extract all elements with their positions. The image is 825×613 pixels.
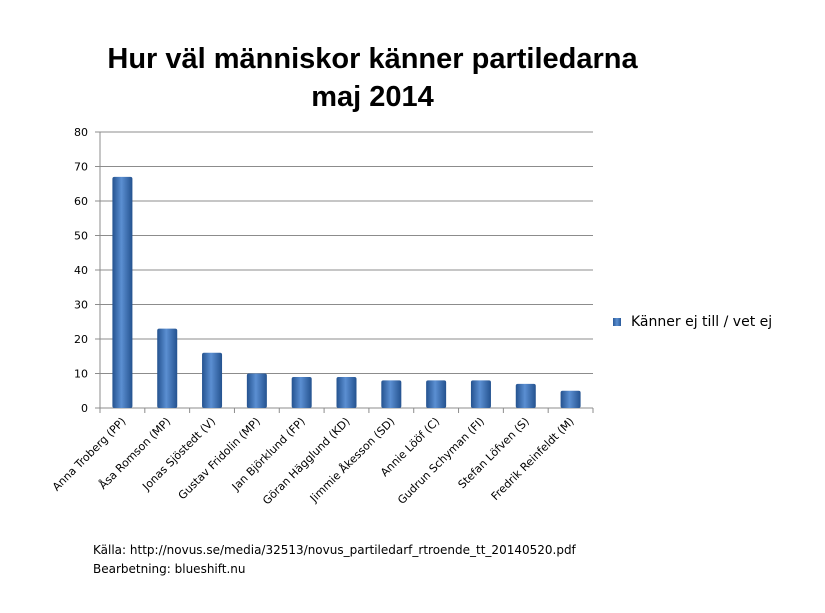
bar <box>336 376 357 408</box>
title-line-2: maj 2014 <box>311 81 434 113</box>
y-tick-label: 40 <box>74 264 88 277</box>
bar <box>246 373 267 408</box>
y-tick-label: 50 <box>74 230 88 243</box>
y-tick-label: 10 <box>74 368 88 381</box>
processing-text: Bearbetning: blueshift.nu <box>93 562 246 576</box>
chart-title: Hur väl människor känner partiledarna ma… <box>0 40 745 116</box>
y-tick-label: 20 <box>74 333 88 346</box>
legend: Känner ej till / vet ej <box>613 314 772 330</box>
y-tick-label: 80 <box>74 126 88 139</box>
bar <box>381 380 402 408</box>
legend-label: Känner ej till / vet ej <box>631 314 773 330</box>
title-line-1: Hur väl människor känner partiledarna <box>107 43 638 75</box>
bar <box>291 376 312 408</box>
y-tick-label: 0 <box>81 402 88 415</box>
x-tick-label: Gudrun Schyman (FI) <box>395 415 487 507</box>
bar <box>515 383 536 408</box>
y-tick-label: 70 <box>74 161 88 174</box>
x-tick-label: Gustav Fridolin (MP) <box>176 415 263 502</box>
x-tick-label: Jimmie Åkesson (SD) <box>307 415 398 506</box>
bar <box>157 328 178 408</box>
x-tick-label: Göran Hägglund (KD) <box>260 415 352 507</box>
bar <box>470 380 491 408</box>
legend-swatch <box>613 318 621 326</box>
bar <box>426 380 447 408</box>
y-tick-label: 30 <box>74 299 88 312</box>
x-tick-label: Anna Troberg (PP) <box>50 415 129 494</box>
bar <box>560 390 581 408</box>
bar <box>202 352 223 408</box>
x-tick-label: Fredrik Reinfeldt (M) <box>489 415 577 503</box>
y-tick-label: 60 <box>74 195 88 208</box>
source-text: Källa: http://novus.se/media/32513/novus… <box>93 543 576 557</box>
bar <box>112 176 133 408</box>
